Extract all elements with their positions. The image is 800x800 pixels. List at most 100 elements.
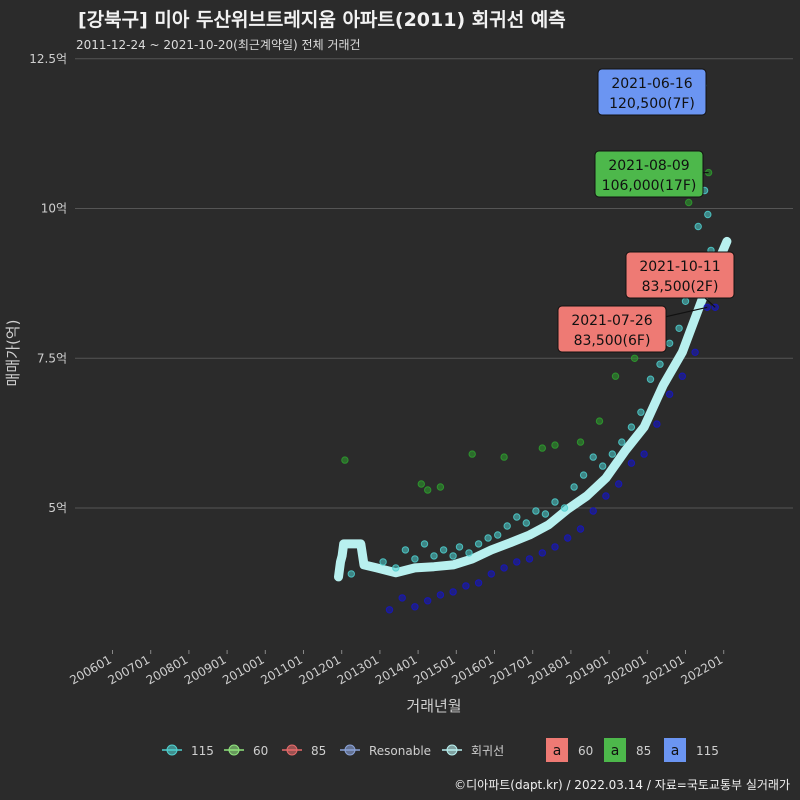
- data-point-85: [564, 534, 572, 542]
- legend-label: 85: [636, 744, 651, 758]
- data-point-60: [341, 456, 349, 464]
- x-tick-label: 200801: [144, 652, 191, 687]
- data-point-115: [455, 543, 464, 551]
- x-tick-label: 202001: [602, 652, 649, 687]
- data-point-60: [630, 354, 639, 362]
- data-point-115: [627, 423, 636, 431]
- data-point-115: [379, 558, 387, 566]
- x-tick-label: 201601: [449, 652, 496, 687]
- legend-key-point: [166, 744, 178, 756]
- data-point-60: [576, 438, 585, 446]
- data-point-115: [704, 210, 712, 219]
- y-tick-label: 5억: [48, 501, 67, 515]
- data-point-60: [500, 453, 508, 461]
- legend-label: 115: [696, 744, 719, 758]
- data-point-85: [411, 603, 419, 611]
- legend-swatch-glyph: a: [553, 743, 562, 759]
- data-point-115: [532, 507, 540, 515]
- data-point-85: [385, 606, 394, 614]
- legend-label: 60: [253, 744, 268, 758]
- data-point-115: [503, 522, 511, 530]
- annotation-date: 2021-08-09: [608, 158, 689, 174]
- data-point-115: [439, 546, 448, 554]
- legend-key-point: [286, 744, 298, 756]
- legend-swatch: [546, 738, 568, 762]
- data-point-115: [484, 534, 492, 542]
- data-point-85: [627, 459, 636, 467]
- data-point-115: [665, 339, 674, 347]
- x-tick-label: 201701: [488, 652, 535, 687]
- legend-swatch: [664, 738, 686, 762]
- data-point-85: [500, 564, 508, 572]
- data-point-60: [436, 483, 445, 491]
- annotation-box: [594, 150, 704, 198]
- data-point-60: [611, 372, 620, 380]
- legend-swatch-glyph: a: [671, 743, 680, 759]
- annotation-box: [597, 68, 707, 116]
- x-tick-label: 202201: [679, 652, 726, 687]
- annotation-date: 2021-10-11: [639, 259, 720, 275]
- data-point-85: [424, 597, 432, 605]
- data-point-60: [538, 444, 546, 452]
- data-point-115: [411, 555, 419, 563]
- y-tick-label: 7.5억: [37, 351, 67, 365]
- x-tick-label: 202101: [640, 652, 687, 687]
- data-point-115: [513, 513, 521, 521]
- legend-label: 회귀선: [471, 744, 504, 758]
- y-tick-label: 10억: [41, 202, 67, 216]
- legend-label: Resonable: [369, 744, 431, 758]
- data-point-85: [551, 543, 559, 551]
- data-point-60: [424, 486, 432, 494]
- data-point-85: [449, 588, 457, 596]
- x-tick-label: 200901: [182, 652, 229, 687]
- x-tick-label: 201201: [297, 652, 344, 687]
- legend-key-point: [446, 744, 458, 756]
- data-point-85: [462, 582, 470, 590]
- data-point-115: [656, 360, 664, 368]
- annotation-date: 2021-06-16: [611, 76, 692, 92]
- data-point-85: [538, 549, 546, 557]
- data-point-85: [398, 594, 406, 602]
- data-point-85: [436, 591, 445, 599]
- annotation-date: 2021-07-26: [571, 313, 652, 329]
- x-tick-label: 201401: [373, 652, 420, 687]
- data-point-115: [579, 471, 588, 479]
- x-tick-label: 201001: [220, 652, 267, 687]
- regression-line: [334, 236, 732, 582]
- data-point-115: [401, 546, 410, 554]
- data-point-85: [665, 390, 674, 398]
- data-point-115: [675, 324, 683, 332]
- x-tick-label: 201801: [526, 652, 573, 687]
- data-point-115: [618, 438, 626, 446]
- data-point-60: [551, 441, 559, 449]
- data-point-115: [599, 462, 607, 470]
- legend-label: 115: [191, 744, 214, 758]
- data-point-115: [522, 519, 530, 527]
- annotation-box: [557, 305, 667, 353]
- annotation-price: 83,500(2F): [642, 279, 719, 295]
- annotation-price: 106,000(17F): [602, 178, 697, 194]
- data-point-115: [465, 549, 473, 557]
- data-point-85: [589, 507, 597, 515]
- legend-label: 60: [578, 744, 593, 758]
- data-point-115: [694, 222, 702, 231]
- data-point-85: [602, 492, 610, 500]
- data-point-85: [678, 372, 686, 380]
- y-tick-label: 12.5억: [29, 52, 67, 66]
- data-point-115: [560, 504, 569, 512]
- data-point-85: [513, 558, 521, 566]
- data-point-115: [608, 450, 616, 458]
- legend-swatch: [604, 738, 626, 762]
- data-point-60: [417, 480, 425, 488]
- legend-swatch-glyph: a: [611, 743, 620, 759]
- data-point-115: [681, 297, 690, 305]
- annotation-price: 83,500(6F): [574, 333, 651, 349]
- x-tick-label: 201301: [335, 652, 382, 687]
- legend-key-point: [344, 744, 356, 756]
- x-tick-label: 201901: [564, 652, 611, 687]
- annotation-box: [625, 251, 735, 299]
- data-point-115: [589, 453, 597, 461]
- data-point-115: [551, 498, 559, 506]
